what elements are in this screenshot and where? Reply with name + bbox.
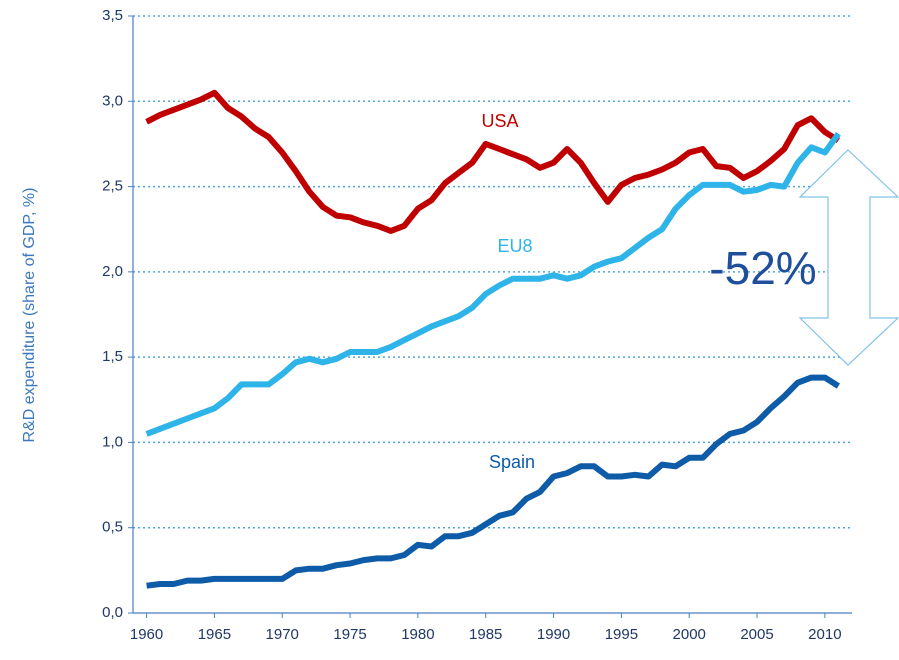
- line: [146, 374, 840, 589]
- annotation: -52%: [709, 242, 816, 294]
- y-tick-label: 2,0: [102, 263, 123, 280]
- x-tick-label: 1975: [333, 626, 366, 643]
- x-tick-label: 1985: [469, 626, 502, 643]
- x-tick-label: 2010: [808, 626, 841, 643]
- y-tick-label: 3,5: [102, 7, 123, 24]
- series-label: Spain: [489, 452, 535, 472]
- x-tick-label: 1965: [198, 626, 231, 643]
- series-label: EU8: [497, 236, 532, 256]
- line: [145, 89, 840, 234]
- double-arrow: [798, 149, 899, 366]
- y-tick-label: 1,5: [102, 348, 123, 365]
- y-axis-label: R&D expenditure (share of GDP, %): [21, 188, 38, 443]
- y-tick-label: 0,5: [102, 519, 123, 536]
- y-tick-label: 2,5: [102, 178, 123, 195]
- x-tick-label: 1970: [266, 626, 299, 643]
- line: [145, 131, 841, 437]
- x-tick-label: 1990: [537, 626, 570, 643]
- y-tick-label: 0,0: [102, 604, 123, 621]
- x-tick-label: 2005: [740, 626, 773, 643]
- y-tick-label: 3,0: [102, 92, 123, 109]
- x-tick-label: 1995: [605, 626, 638, 643]
- y-tick-label: 1,0: [102, 433, 123, 450]
- series-label: USA: [481, 111, 518, 131]
- x-tick-label: 1980: [401, 626, 434, 643]
- x-tick-label: 2000: [673, 626, 706, 643]
- x-tick-label: 1960: [130, 626, 163, 643]
